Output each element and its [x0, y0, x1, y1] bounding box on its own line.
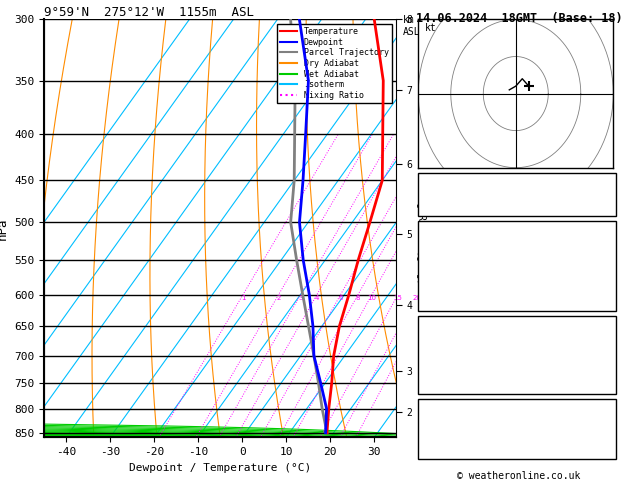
Y-axis label: hPa: hPa — [0, 217, 9, 240]
Y-axis label: Mixing Ratio (g/kg): Mixing Ratio (g/kg) — [416, 173, 426, 284]
Text: K: K — [421, 175, 427, 185]
Text: 4: 4 — [315, 295, 320, 300]
Text: 32: 32 — [601, 369, 614, 379]
Text: CAPE (J): CAPE (J) — [421, 369, 470, 379]
Text: 5: 5 — [608, 448, 614, 458]
Text: 48: 48 — [601, 424, 614, 434]
Text: 4.1: 4.1 — [595, 204, 614, 214]
Text: PW (cm): PW (cm) — [421, 204, 465, 214]
Text: SREH: SREH — [421, 424, 446, 434]
Text: Dewp (°C): Dewp (°C) — [421, 248, 477, 258]
Text: 18.2: 18.2 — [589, 248, 614, 258]
Text: 20: 20 — [413, 295, 421, 300]
Text: EH: EH — [421, 412, 433, 422]
Text: 8: 8 — [356, 295, 360, 300]
Text: CIN (J): CIN (J) — [421, 382, 465, 392]
Text: 25: 25 — [428, 295, 437, 300]
Text: 346: 346 — [595, 343, 614, 353]
Text: km
ASL: km ASL — [403, 15, 421, 37]
Text: StmSpd (kt): StmSpd (kt) — [421, 448, 489, 458]
Text: θᴇ(K): θᴇ(K) — [421, 261, 452, 271]
Text: 14.06.2024  18GMT  (Base: 18): 14.06.2024 18GMT (Base: 18) — [416, 12, 622, 25]
Text: 9°59'N  275°12'W  1155m  ASL: 9°59'N 275°12'W 1155m ASL — [44, 6, 254, 19]
Text: 2: 2 — [277, 295, 281, 300]
Text: Temp (°C): Temp (°C) — [421, 235, 477, 245]
Text: 15: 15 — [394, 295, 403, 300]
Text: 32: 32 — [601, 287, 614, 297]
Text: 3: 3 — [299, 295, 303, 300]
Text: CAPE (J): CAPE (J) — [421, 287, 470, 297]
Text: LCL: LCL — [425, 431, 442, 440]
Text: Most Unstable: Most Unstable — [477, 317, 558, 328]
Text: StmDir: StmDir — [421, 436, 459, 446]
Text: 10: 10 — [367, 295, 377, 300]
Text: 346: 346 — [595, 261, 614, 271]
Text: 80°: 80° — [595, 436, 614, 446]
Text: 36: 36 — [601, 412, 614, 422]
Text: Surface: Surface — [496, 223, 539, 233]
Legend: Temperature, Dewpoint, Parcel Trajectory, Dry Adiabat, Wet Adiabat, Isotherm, Mi: Temperature, Dewpoint, Parcel Trajectory… — [277, 24, 392, 103]
Text: 37: 37 — [601, 382, 614, 392]
Text: 37: 37 — [601, 175, 614, 185]
Text: 18.5: 18.5 — [589, 235, 614, 245]
Text: Lifted Index: Lifted Index — [421, 274, 496, 284]
Text: Pressure (mb): Pressure (mb) — [421, 330, 502, 340]
Text: 6: 6 — [338, 295, 343, 300]
Text: 1: 1 — [241, 295, 245, 300]
Text: 0: 0 — [608, 274, 614, 284]
Text: Lifted Index: Lifted Index — [421, 356, 496, 366]
Text: 886: 886 — [595, 330, 614, 340]
Text: θᴇ (K): θᴇ (K) — [421, 343, 459, 353]
Text: CIN (J): CIN (J) — [421, 299, 465, 310]
Text: 37: 37 — [601, 299, 614, 310]
Text: 0: 0 — [608, 356, 614, 366]
Text: LCL: LCL — [431, 431, 449, 440]
Text: 43: 43 — [601, 190, 614, 199]
Text: © weatheronline.co.uk: © weatheronline.co.uk — [457, 471, 581, 481]
Text: Hodograph: Hodograph — [489, 399, 545, 410]
X-axis label: Dewpoint / Temperature (°C): Dewpoint / Temperature (°C) — [129, 463, 311, 473]
Text: kt: kt — [425, 22, 437, 33]
Text: Totals Totals: Totals Totals — [421, 190, 502, 199]
